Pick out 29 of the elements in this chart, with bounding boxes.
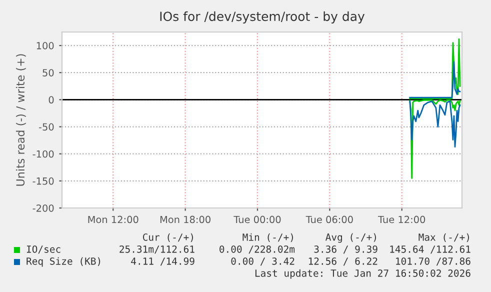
y-tick-label: -50 <box>38 123 54 131</box>
text: Cur (-/+) <box>142 233 193 242</box>
text: 145.64 /112.61 <box>390 245 470 254</box>
legend-label: Req Size (KB) <box>26 257 100 267</box>
x-tick-label: Mon 12:00 <box>88 216 138 224</box>
y-tick-label: 50 <box>42 69 54 76</box>
y-tick-label: 0 <box>48 96 54 104</box>
text: 12.56 / 6.22 <box>308 257 378 266</box>
chart-title: IOs for /dev/system/root - by day <box>160 11 365 24</box>
y-tick-label: -100 <box>32 150 54 158</box>
x-tick-label: Mon 18:00 <box>160 216 210 224</box>
x-tick-label: Tue 06:00 <box>306 216 353 224</box>
text: Min (-/+) <box>242 233 293 242</box>
text: 0.00 /228.02m <box>220 245 295 254</box>
y-tick-label: -200 <box>32 204 54 212</box>
legend-label: IO/sec <box>26 245 60 254</box>
text: 4.11 /14.99 <box>131 257 194 266</box>
text: Last update: Tue Jan 27 16:50:02 2026 <box>255 269 470 279</box>
y-tick-label: -150 <box>32 177 54 185</box>
y-axis-title: Units read (-) / write (+) <box>16 54 26 186</box>
y-tick-label: 100 <box>36 42 54 50</box>
text: 3.36 / 9.39 <box>314 245 378 254</box>
text: 25.31m/112.61 <box>120 245 194 254</box>
text: Max (-/+) <box>418 233 469 242</box>
x-tick-label: Tue 00:00 <box>234 216 281 224</box>
text: 0.00 / 3.42 <box>231 257 294 266</box>
text: Avg (-/+) <box>326 233 376 243</box>
text: 101.70 /87.86 <box>396 257 470 266</box>
x-tick-label: Tue 12:00 <box>378 216 426 224</box>
